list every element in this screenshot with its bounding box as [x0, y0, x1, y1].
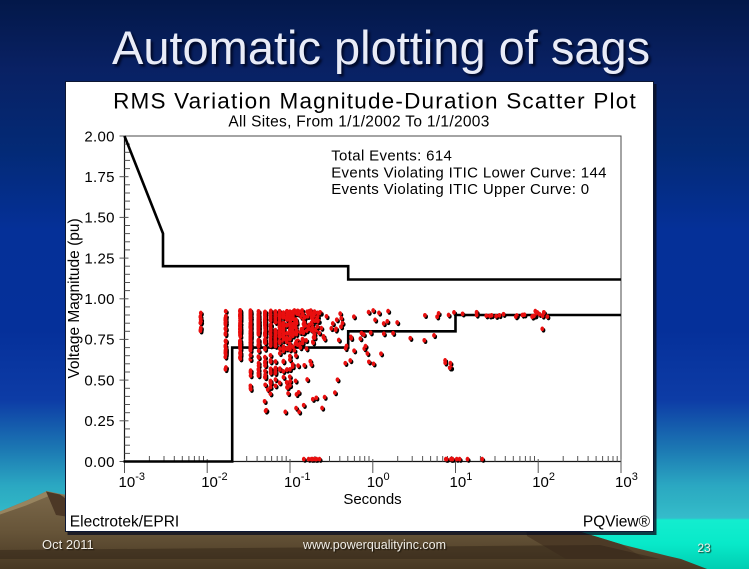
svg-text:10-3: 10-3 [119, 471, 145, 491]
svg-text:PQView®: PQView® [583, 513, 651, 530]
svg-text:102: 102 [532, 471, 555, 491]
svg-text:10-1: 10-1 [284, 471, 310, 491]
svg-text:Events Violating ITIC Lower Cu: Events Violating ITIC Lower Curve: 144 [331, 164, 607, 181]
svg-text:RMS Variation Magnitude-Durati: RMS Variation Magnitude-Duration Scatter… [113, 88, 637, 113]
svg-text:Events Violating ITIC Upper Cu: Events Violating ITIC Upper Curve: 0 [331, 181, 589, 198]
svg-text:0.00: 0.00 [84, 453, 114, 470]
svg-text:10-2: 10-2 [201, 471, 227, 491]
svg-text:1.75: 1.75 [84, 169, 114, 186]
svg-text:100: 100 [367, 471, 390, 491]
svg-text:Electrotek/EPRI: Electrotek/EPRI [70, 513, 179, 530]
svg-text:1.50: 1.50 [84, 209, 114, 226]
svg-text:0.75: 0.75 [84, 331, 114, 348]
svg-text:1.00: 1.00 [84, 291, 114, 308]
svg-text:101: 101 [450, 471, 473, 491]
svg-text:All Sites, From 1/1/2002 To 1/: All Sites, From 1/1/2002 To 1/1/2003 [228, 113, 489, 130]
svg-text:Seconds: Seconds [343, 491, 401, 508]
svg-text:Total Events: 614: Total Events: 614 [331, 147, 452, 164]
svg-text:0.50: 0.50 [84, 372, 114, 389]
svg-text:Voltage Magnitude (pu): Voltage Magnitude (pu) [66, 218, 83, 378]
svg-text:2.00: 2.00 [84, 128, 114, 145]
svg-text:0.25: 0.25 [84, 413, 114, 430]
svg-text:1.25: 1.25 [84, 250, 114, 267]
svg-text:103: 103 [615, 471, 638, 491]
